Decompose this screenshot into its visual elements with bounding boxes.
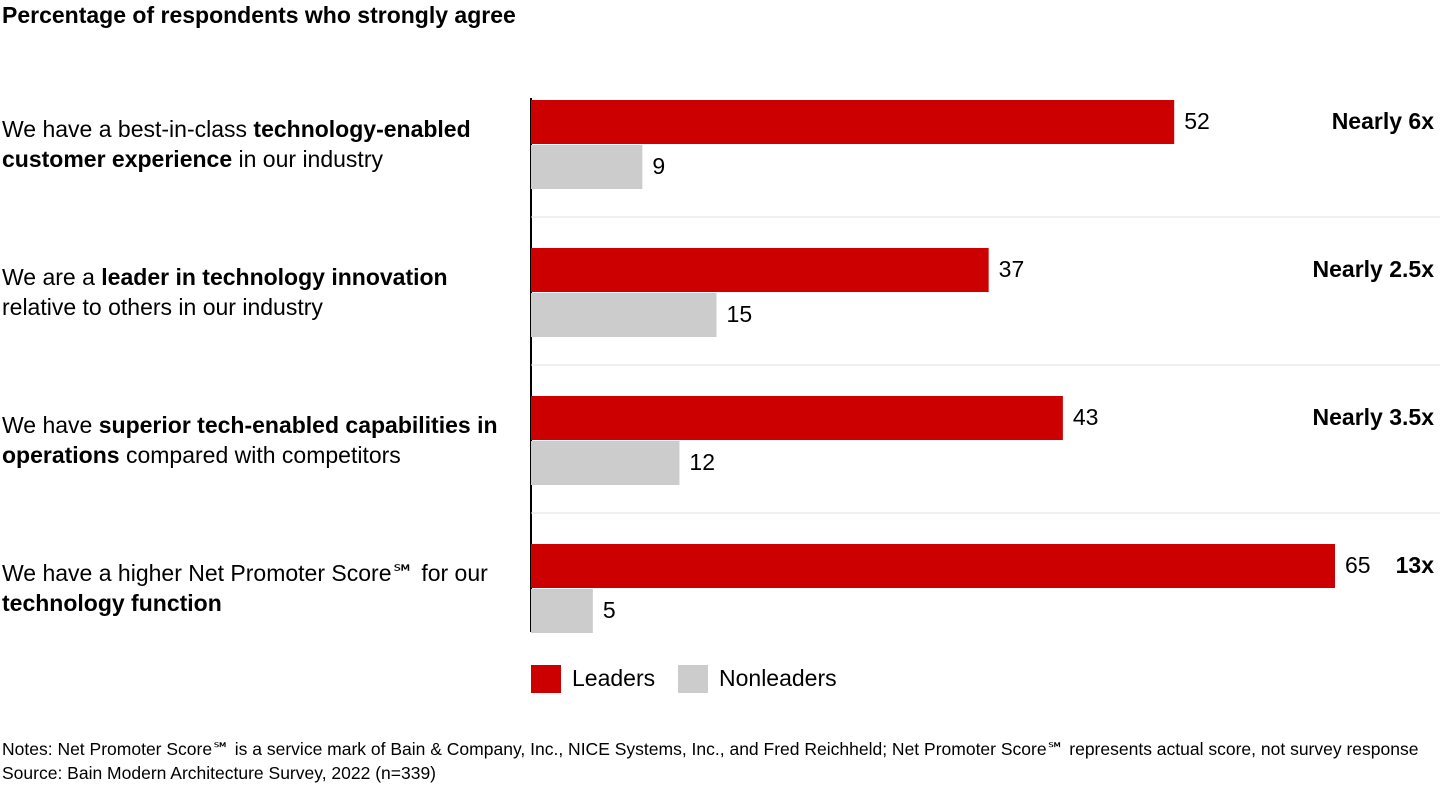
value-label: 65	[1345, 552, 1371, 578]
annotation: Nearly 6x	[1332, 108, 1435, 134]
category-label-part: leader in technology innovation	[101, 264, 448, 290]
category-label-part: superior tech-enabled capabilities in op…	[2, 412, 498, 468]
bar	[531, 589, 593, 633]
note: Source: Bain Modern Architecture Survey,…	[2, 763, 437, 783]
annotation: Nearly 3.5x	[1313, 404, 1435, 430]
bar	[531, 145, 643, 189]
category-label: We have superior tech-enabled capabiliti…	[2, 410, 522, 470]
annotation: Nearly 2.5x	[1313, 256, 1435, 282]
legend-label: Leaders	[572, 665, 655, 691]
value-label: 43	[1073, 404, 1099, 430]
category-label-part: relative to others in our industry	[2, 294, 323, 320]
value-label: 5	[603, 597, 616, 623]
category-label-part: We are a	[2, 264, 102, 290]
value-label: 9	[652, 153, 665, 179]
notes: Notes: Net Promoter Score℠ is a service …	[2, 737, 1438, 785]
category-label-part: in our industry	[232, 146, 383, 172]
legend-label: Nonleaders	[719, 665, 837, 691]
category-label-part: compared with competitors	[119, 442, 401, 468]
category-label: We have a higher Net Promoter Score℠ for…	[2, 558, 522, 618]
value-label: 37	[999, 256, 1025, 282]
category-label: We are a leader in technology innovation…	[2, 262, 522, 322]
bar	[531, 544, 1335, 588]
value-label: 52	[1184, 108, 1210, 134]
bar	[531, 248, 989, 292]
note: Notes: Net Promoter Score℠ is a service …	[2, 739, 1419, 759]
value-label: 15	[727, 301, 753, 327]
category-label-part: technology-enabled customer experience	[2, 116, 471, 172]
legend-swatch	[678, 665, 708, 693]
category-label-part: We have	[2, 412, 99, 438]
bar	[531, 396, 1063, 440]
category-label-part: We have a best-in-class	[2, 116, 254, 142]
legend-swatch	[531, 665, 561, 693]
bar	[531, 100, 1175, 144]
category-label: We have a best-in-class technology-enabl…	[2, 114, 522, 174]
value-label: 12	[689, 449, 715, 475]
category-label-part: We have a higher Net Promoter Score℠ for…	[2, 560, 488, 586]
bar	[531, 293, 717, 337]
chart-title: Percentage of respondents who strongly a…	[2, 2, 516, 28]
annotation: 13x	[1396, 552, 1435, 578]
category-label-part: technology function	[2, 590, 222, 616]
bar	[531, 441, 680, 485]
